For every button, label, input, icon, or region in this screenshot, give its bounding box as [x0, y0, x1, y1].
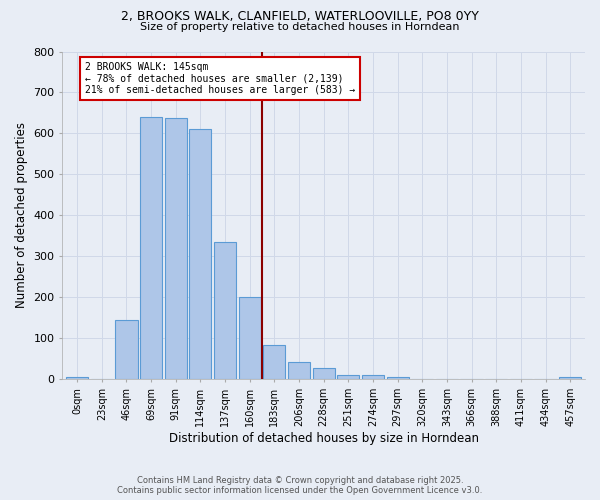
Text: Contains HM Land Registry data © Crown copyright and database right 2025.
Contai: Contains HM Land Registry data © Crown c… [118, 476, 482, 495]
Bar [362, 374, 384, 380]
Text: 2 BROOKS WALK: 145sqm
← 78% of detached houses are smaller (2,139)
21% of semi-d: 2 BROOKS WALK: 145sqm ← 78% of detached … [85, 62, 355, 95]
X-axis label: Distribution of detached houses by size in Horndean: Distribution of detached houses by size … [169, 432, 479, 445]
Y-axis label: Number of detached properties: Number of detached properties [15, 122, 28, 308]
Bar [164, 118, 187, 380]
Bar [263, 344, 286, 380]
Bar [386, 378, 409, 380]
Bar [313, 368, 335, 380]
Bar [140, 117, 162, 380]
Bar [239, 298, 261, 380]
Bar [189, 128, 211, 380]
Bar [115, 320, 137, 380]
Bar [214, 242, 236, 380]
Text: 2, BROOKS WALK, CLANFIELD, WATERLOOVILLE, PO8 0YY: 2, BROOKS WALK, CLANFIELD, WATERLOOVILLE… [121, 10, 479, 23]
Bar [559, 378, 581, 380]
Bar [66, 378, 88, 380]
Bar [337, 376, 359, 380]
Bar [288, 362, 310, 380]
Text: Size of property relative to detached houses in Horndean: Size of property relative to detached ho… [140, 22, 460, 32]
